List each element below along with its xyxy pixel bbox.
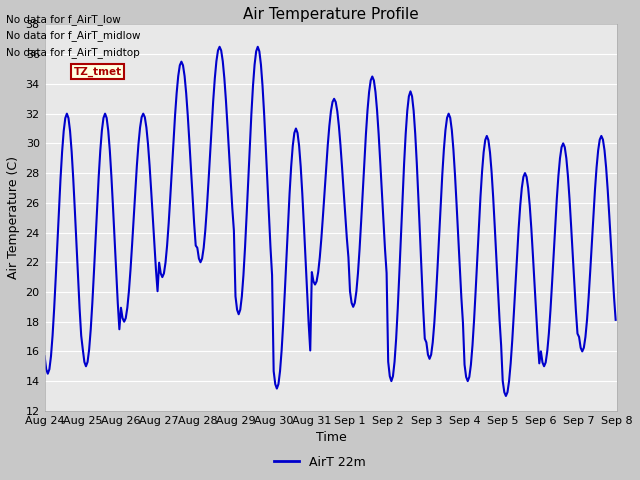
Text: TZ_tmet: TZ_tmet: [74, 66, 122, 77]
Y-axis label: Air Temperature (C): Air Temperature (C): [7, 156, 20, 279]
Legend: AirT 22m: AirT 22m: [269, 451, 371, 474]
X-axis label: Time: Time: [316, 431, 346, 444]
Text: No data for f_AirT_low: No data for f_AirT_low: [6, 13, 121, 24]
Text: No data for f_AirT_midtop: No data for f_AirT_midtop: [6, 47, 140, 58]
Title: Air Temperature Profile: Air Temperature Profile: [243, 7, 419, 22]
Text: No data for f_AirT_midlow: No data for f_AirT_midlow: [6, 30, 141, 41]
